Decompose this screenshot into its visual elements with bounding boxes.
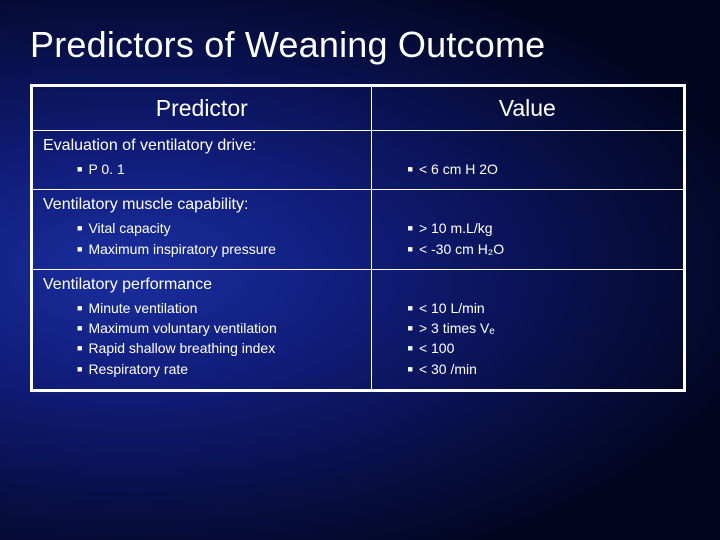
value-cell: ■ < 10 L/min ■ > 3 times Vₑ ■ < 100 [371,269,683,389]
slide-title: Predictors of Weaning Outcome [30,24,690,66]
bullet-icon: ■ [408,218,413,238]
item-label: > 3 times Vₑ [419,318,495,338]
slide: Predictors of Weaning Outcome Predictor … [0,0,720,540]
section-heading: Ventilatory muscle capability: [43,196,361,214]
list-item: ■ P 0. 1 [77,159,361,179]
item-label: > 10 m.L/kg [419,218,493,238]
list-item: ■ Maximum voluntary ventilation [77,318,361,338]
predictors-table: Predictor Value Evaluation of ventilator… [32,86,684,390]
list-item: ■ Minute ventilation [77,298,361,318]
item-label: < 10 L/min [419,298,485,318]
value-items: ■ < 6 cm H 2O [382,159,673,179]
header-predictor: Predictor [33,87,372,131]
item-label: Respiratory rate [88,359,188,379]
bullet-icon: ■ [408,159,413,179]
list-item: ■ < 10 L/min [408,298,673,318]
item-label: Rapid shallow breathing index [88,338,275,358]
value-cell: ■ > 10 m.L/kg ■ < -30 cm H₂O [371,190,683,270]
bullet-icon: ■ [77,359,82,379]
predictor-cell: Ventilatory muscle capability: ■ Vital c… [33,190,372,270]
list-item: ■ Rapid shallow breathing index [77,338,361,358]
list-item: ■ < -30 cm H₂O [408,239,673,259]
predictor-cell: Evaluation of ventilatory drive: ■ P 0. … [33,131,372,190]
bullet-icon: ■ [77,298,82,318]
section-heading: Ventilatory performance [43,276,361,294]
bullet-icon: ■ [408,318,413,338]
item-label: Maximum voluntary ventilation [88,318,276,338]
predictor-items: ■ Minute ventilation ■ Maximum voluntary… [43,298,361,379]
predictor-items: ■ P 0. 1 [43,159,361,179]
list-item: ■ > 10 m.L/kg [408,218,673,238]
bullet-icon: ■ [408,298,413,318]
predictors-table-wrap: Predictor Value Evaluation of ventilator… [30,84,686,392]
bullet-icon: ■ [408,239,413,259]
item-label: P 0. 1 [88,159,124,179]
list-item: ■ Vital capacity [77,218,361,238]
bullet-icon: ■ [77,338,82,358]
table-row: Ventilatory muscle capability: ■ Vital c… [33,190,684,270]
list-item: ■ < 30 /min [408,359,673,379]
bullet-icon: ■ [77,239,82,259]
item-label: Maximum inspiratory pressure [88,239,276,259]
table-row: Ventilatory performance ■ Minute ventila… [33,269,684,389]
spacer [382,276,673,298]
item-label: < -30 cm H₂O [419,239,504,259]
item-label: < 30 /min [419,359,477,379]
item-label: Minute ventilation [88,298,197,318]
value-items: ■ > 10 m.L/kg ■ < -30 cm H₂O [382,218,673,259]
spacer [382,137,673,159]
section-heading: Evaluation of ventilatory drive: [43,137,361,155]
value-cell: ■ < 6 cm H 2O [371,131,683,190]
bullet-icon: ■ [77,318,82,338]
item-label: Vital capacity [88,218,170,238]
table-header-row: Predictor Value [33,87,684,131]
list-item: ■ < 100 [408,338,673,358]
spacer [382,196,673,218]
value-items: ■ < 10 L/min ■ > 3 times Vₑ ■ < 100 [382,298,673,379]
bullet-icon: ■ [408,338,413,358]
predictor-cell: Ventilatory performance ■ Minute ventila… [33,269,372,389]
bullet-icon: ■ [408,359,413,379]
item-label: < 100 [419,338,454,358]
bullet-icon: ■ [77,159,82,179]
list-item: ■ Maximum inspiratory pressure [77,239,361,259]
list-item: ■ > 3 times Vₑ [408,318,673,338]
list-item: ■ Respiratory rate [77,359,361,379]
item-label: < 6 cm H 2O [419,159,498,179]
bullet-icon: ■ [77,218,82,238]
list-item: ■ < 6 cm H 2O [408,159,673,179]
header-value: Value [371,87,683,131]
predictor-items: ■ Vital capacity ■ Maximum inspiratory p… [43,218,361,259]
table-row: Evaluation of ventilatory drive: ■ P 0. … [33,131,684,190]
